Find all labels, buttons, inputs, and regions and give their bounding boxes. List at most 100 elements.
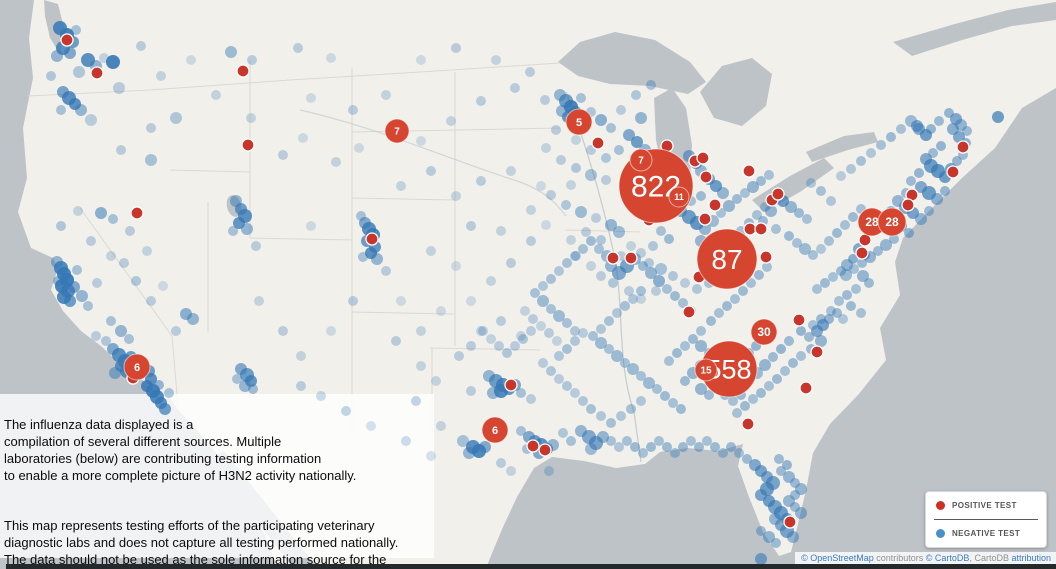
positive-test-dot[interactable] <box>783 515 797 529</box>
negative-test-dot[interactable] <box>732 194 742 204</box>
positive-test-dot[interactable] <box>538 443 552 457</box>
negative-test-dot[interactable] <box>696 326 706 336</box>
negative-test-dot[interactable] <box>541 220 551 230</box>
negative-test-dot[interactable] <box>768 352 778 362</box>
negative-test-dot[interactable] <box>491 55 501 65</box>
negative-test-dot[interactable] <box>91 331 101 341</box>
negative-test-dot[interactable] <box>911 120 923 132</box>
negative-test-dot[interactable] <box>596 271 606 281</box>
negative-test-dot[interactable] <box>476 176 486 186</box>
negative-test-dot[interactable] <box>306 93 316 103</box>
negative-test-dot[interactable] <box>136 41 146 51</box>
negative-test-dot[interactable] <box>586 261 596 271</box>
negative-test-dot[interactable] <box>696 191 706 201</box>
negative-test-dot[interactable] <box>125 226 135 236</box>
negative-test-dot[interactable] <box>864 278 874 288</box>
negative-test-dot[interactable] <box>546 366 556 376</box>
positive-count-bubble[interactable] <box>565 108 593 136</box>
negative-test-dot[interactable] <box>187 313 199 325</box>
negative-test-dot[interactable] <box>826 306 836 316</box>
negative-test-dot[interactable] <box>820 278 830 288</box>
positive-test-dot[interactable] <box>946 165 960 179</box>
negative-test-dot[interactable] <box>914 168 924 178</box>
negative-test-dot[interactable] <box>64 47 76 59</box>
negative-test-dot[interactable] <box>857 258 867 268</box>
negative-test-dot[interactable] <box>457 435 469 447</box>
negative-test-dot[interactable] <box>824 236 834 246</box>
positive-test-dot[interactable] <box>591 136 605 150</box>
negative-test-dot[interactable] <box>466 341 476 351</box>
negative-test-dot[interactable] <box>672 348 682 358</box>
negative-test-dot[interactable] <box>699 223 711 235</box>
negative-test-dot[interactable] <box>496 226 506 236</box>
negative-test-dot[interactable] <box>792 238 802 248</box>
negative-test-dot[interactable] <box>726 442 736 452</box>
negative-test-dot[interactable] <box>755 553 767 565</box>
negative-test-dot[interactable] <box>992 111 1004 123</box>
negative-test-dot[interactable] <box>516 426 526 436</box>
negative-test-dot[interactable] <box>638 448 648 458</box>
negative-test-dot[interactable] <box>662 442 672 452</box>
negative-test-dot[interactable] <box>296 351 306 361</box>
negative-test-dot[interactable] <box>366 421 376 431</box>
negative-test-dot[interactable] <box>576 93 586 103</box>
negative-test-dot[interactable] <box>396 296 406 306</box>
negative-test-dot[interactable] <box>426 166 436 176</box>
negative-test-dot[interactable] <box>46 71 56 81</box>
negative-test-dot[interactable] <box>636 396 646 406</box>
negative-test-dot[interactable] <box>570 251 580 261</box>
negative-test-dot[interactable] <box>570 326 580 336</box>
negative-test-dot[interactable] <box>662 284 672 294</box>
positive-test-dot[interactable] <box>743 222 757 236</box>
negative-test-dot[interactable] <box>747 181 759 193</box>
negative-test-dot[interactable] <box>293 43 303 53</box>
negative-test-dot[interactable] <box>783 495 795 507</box>
negative-test-dot[interactable] <box>476 96 486 106</box>
negative-test-dot[interactable] <box>436 421 446 431</box>
negative-test-dot[interactable] <box>638 261 648 271</box>
negative-test-dot[interactable] <box>585 443 597 455</box>
positive-count-bubble[interactable] <box>384 118 410 144</box>
negative-test-dot[interactable] <box>146 296 156 306</box>
negative-test-dot[interactable] <box>348 105 358 115</box>
negative-test-dot[interactable] <box>648 241 658 251</box>
negative-test-dot[interactable] <box>578 328 588 338</box>
negative-test-dot[interactable] <box>540 95 550 105</box>
negative-test-dot[interactable] <box>752 210 762 220</box>
negative-test-dot[interactable] <box>536 321 546 331</box>
negative-test-dot[interactable] <box>754 270 764 280</box>
negative-test-dot[interactable] <box>479 441 491 453</box>
negative-test-dot[interactable] <box>896 124 906 134</box>
openstreetmap-link[interactable]: © OpenStreetMap <box>801 553 874 563</box>
negative-test-dot[interactable] <box>608 278 618 288</box>
negative-test-dot[interactable] <box>788 358 798 368</box>
negative-test-dot[interactable] <box>466 296 476 306</box>
positive-test-dot[interactable] <box>956 140 970 154</box>
negative-test-dot[interactable] <box>783 471 795 483</box>
negative-test-dot[interactable] <box>627 363 639 375</box>
positive-test-dot[interactable] <box>754 222 768 236</box>
positive-count-bubble[interactable] <box>750 318 778 346</box>
negative-test-dot[interactable] <box>756 176 766 186</box>
negative-test-dot[interactable] <box>846 164 856 174</box>
negative-test-dot[interactable] <box>931 193 943 205</box>
positive-count-bubble[interactable] <box>481 416 509 444</box>
negative-test-dot[interactable] <box>581 227 591 237</box>
negative-test-dot[interactable] <box>601 175 611 185</box>
negative-test-dot[interactable] <box>211 90 221 100</box>
negative-test-dot[interactable] <box>496 458 506 468</box>
negative-test-dot[interactable] <box>826 196 836 206</box>
negative-test-dot[interactable] <box>354 143 364 153</box>
negative-test-dot[interactable] <box>506 258 516 268</box>
positive-test-dot[interactable] <box>708 198 722 212</box>
negative-test-dot[interactable] <box>772 374 782 384</box>
negative-test-dot[interactable] <box>416 136 426 146</box>
negative-test-dot[interactable] <box>562 381 572 391</box>
negative-test-dot[interactable] <box>828 272 838 282</box>
negative-test-dot[interactable] <box>416 55 426 65</box>
negative-test-dot[interactable] <box>812 284 822 294</box>
negative-test-dot[interactable] <box>804 332 814 342</box>
negative-test-dot[interactable] <box>556 155 566 165</box>
negative-test-dot[interactable] <box>416 326 426 336</box>
negative-test-dot[interactable] <box>228 226 238 236</box>
